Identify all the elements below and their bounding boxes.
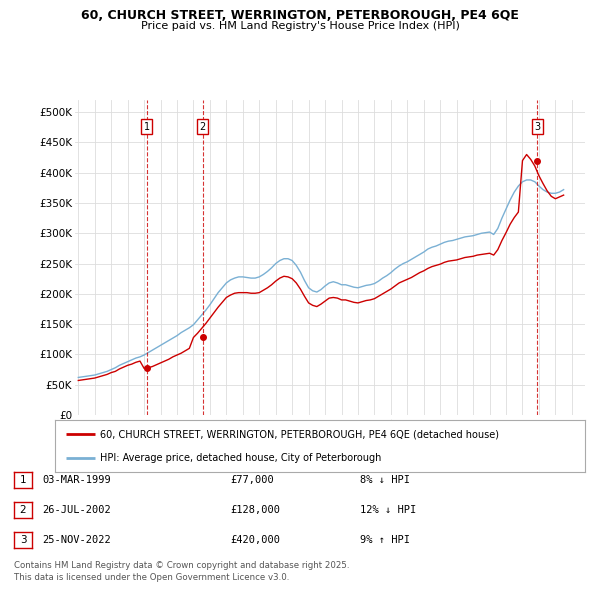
Text: HPI: Average price, detached house, City of Peterborough: HPI: Average price, detached house, City… xyxy=(100,453,382,463)
Text: 3: 3 xyxy=(20,535,26,545)
Text: 60, CHURCH STREET, WERRINGTON, PETERBOROUGH, PE4 6QE: 60, CHURCH STREET, WERRINGTON, PETERBORO… xyxy=(81,9,519,22)
Text: 2: 2 xyxy=(200,122,206,132)
Text: 60, CHURCH STREET, WERRINGTON, PETERBOROUGH, PE4 6QE (detached house): 60, CHURCH STREET, WERRINGTON, PETERBORO… xyxy=(100,429,499,439)
Text: 1: 1 xyxy=(144,122,150,132)
Text: 1: 1 xyxy=(20,475,26,485)
Text: 26-JUL-2002: 26-JUL-2002 xyxy=(42,505,111,515)
Text: £128,000: £128,000 xyxy=(230,505,280,515)
Text: £77,000: £77,000 xyxy=(230,475,274,485)
Text: 2: 2 xyxy=(20,505,26,515)
Text: £420,000: £420,000 xyxy=(230,535,280,545)
Text: 8% ↓ HPI: 8% ↓ HPI xyxy=(360,475,410,485)
Text: 3: 3 xyxy=(534,122,541,132)
Text: Contains HM Land Registry data © Crown copyright and database right 2025.: Contains HM Land Registry data © Crown c… xyxy=(14,561,349,570)
Text: Price paid vs. HM Land Registry's House Price Index (HPI): Price paid vs. HM Land Registry's House … xyxy=(140,21,460,31)
Text: 03-MAR-1999: 03-MAR-1999 xyxy=(42,475,111,485)
Text: 9% ↑ HPI: 9% ↑ HPI xyxy=(360,535,410,545)
Text: This data is licensed under the Open Government Licence v3.0.: This data is licensed under the Open Gov… xyxy=(14,573,289,582)
Text: 25-NOV-2022: 25-NOV-2022 xyxy=(42,535,111,545)
Text: 12% ↓ HPI: 12% ↓ HPI xyxy=(360,505,416,515)
